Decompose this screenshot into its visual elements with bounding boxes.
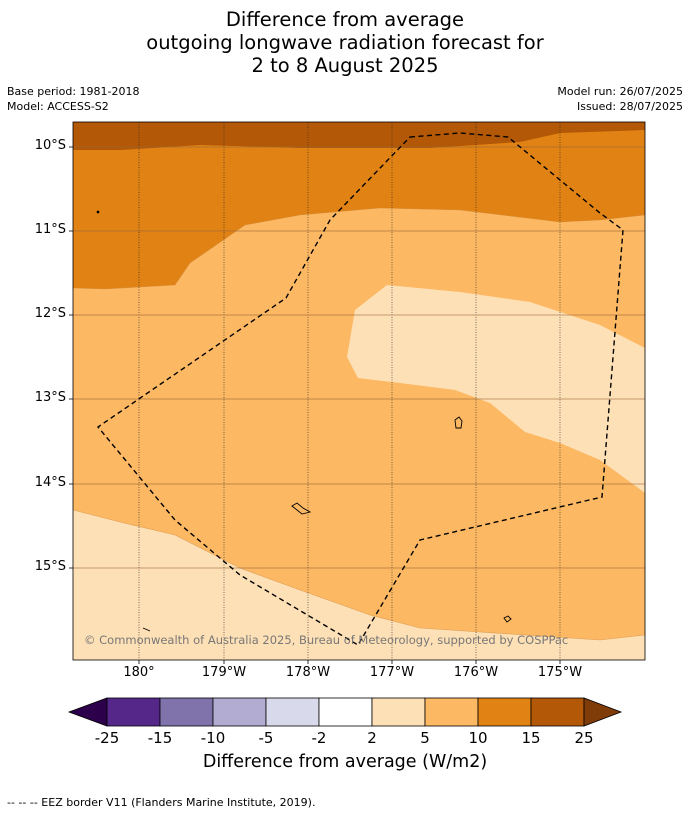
title-line-3: 2 to 8 August 2025: [251, 54, 439, 77]
colorbar-segment: [265, 697, 320, 727]
colorbar-tick-label: 2: [367, 729, 377, 747]
base-period: Base period: 1981-2018: [7, 85, 140, 98]
colorbar-segment: [106, 697, 161, 727]
latitude-lines: [73, 146, 645, 569]
lat-label-12s: 12°S: [34, 306, 66, 321]
lon-label-180: 180°: [123, 665, 155, 680]
colorbar: [67, 697, 623, 727]
colorbar-tick-label: 15: [521, 729, 541, 747]
title-line-1: Difference from average: [225, 8, 465, 31]
region-2-5-southwest: [73, 510, 645, 660]
lon-label-179w: 179°W: [201, 665, 247, 680]
eez-legend-note: -- -- -- EEZ border V11 (Flanders Marine…: [7, 796, 316, 809]
lat-label-11s: 11°S: [34, 222, 66, 237]
colorbar-tick-label: -15: [147, 729, 173, 747]
colorbar-tick-label: -10: [200, 729, 226, 747]
map-frame: [72, 121, 646, 661]
colorbar-segment: [318, 697, 373, 727]
colorbar-extend-low: [67, 697, 108, 727]
colorbar-tick-label: 25: [574, 729, 594, 747]
lon-label-178w: 178°W: [285, 665, 331, 680]
contour-lines: [73, 207, 645, 641]
islands: [96, 210, 512, 632]
colorbar-segment: [212, 697, 267, 727]
meta-right: Model run: 26/07/2025 Issued: 28/07/2025: [557, 84, 683, 114]
model-name: Model: ACCESS-S2: [7, 100, 109, 113]
colorbar-label: Difference from average (W/m2): [202, 752, 488, 772]
lat-label-13s: 13°S: [34, 390, 66, 405]
lat-label-15s: 15°S: [34, 559, 66, 574]
map-title: Difference from average outgoing longwav…: [0, 8, 690, 77]
lon-label-177w: 177°W: [369, 665, 415, 680]
colorbar-tick-label: 10: [468, 729, 488, 747]
issued-date: Issued: 28/07/2025: [576, 100, 683, 113]
lat-label-14s: 14°S: [34, 475, 66, 490]
colorbar-segment: [371, 697, 426, 727]
lat-ticks: [69, 146, 73, 569]
region-15-25: [73, 122, 645, 150]
colorbar-segment: [424, 697, 479, 727]
eez-border: [96, 132, 624, 646]
colorbar-extend-high: [583, 697, 623, 727]
graticule: [138, 122, 561, 660]
map-fill-regions: [73, 122, 645, 660]
lat-label-10s: 10°S: [34, 138, 66, 153]
colorbar-segment: [159, 697, 214, 727]
lon-label-176w: 176°W: [453, 665, 499, 680]
colorbar-tick-label: 5: [420, 729, 430, 747]
meta-left: Base period: 1981-2018 Model: ACCESS-S2: [7, 84, 139, 114]
colorbar-tick-label: -2: [311, 729, 327, 747]
lon-label-175w: 175°W: [537, 665, 583, 680]
lon-ticks: [138, 660, 561, 664]
colorbar-segment: [530, 697, 585, 727]
region-2-5-central: [347, 285, 645, 493]
model-run: Model run: 26/07/2025: [557, 85, 683, 98]
copyright-credit: © Commonwealth of Australia 2025, Bureau…: [84, 633, 569, 647]
colorbar-tick-label: -25: [94, 729, 120, 747]
title-line-2: outgoing longwave radiation forecast for: [146, 31, 544, 54]
colorbar-tick-label: -5: [258, 729, 274, 747]
colorbar-segment: [477, 697, 532, 727]
